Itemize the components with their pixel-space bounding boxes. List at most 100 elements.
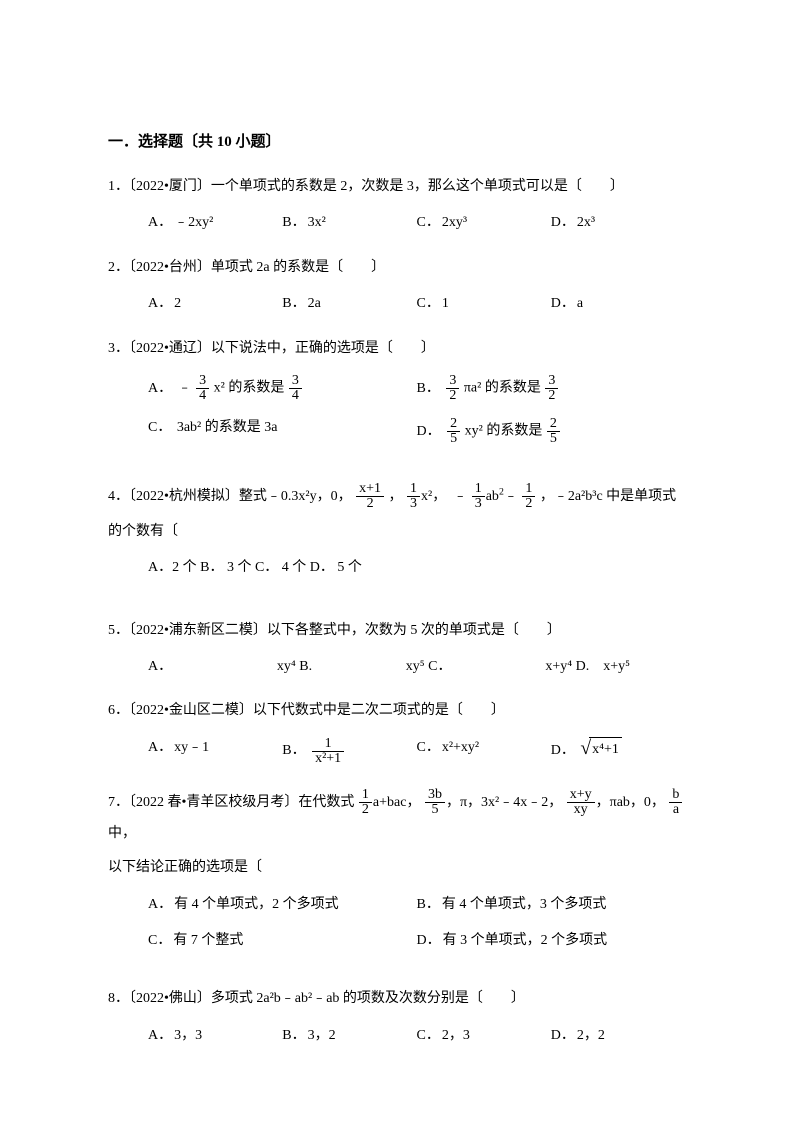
option-d: x+y⁴ D. x+y⁵ [545, 656, 685, 678]
opt-text: x+y⁴ [545, 659, 572, 674]
question-text: 1．〔2022•厦门〕一个单项式的系数是 2，次数是 3，那么这个单项式可以是〔… [108, 176, 685, 198]
opt-label: C． [417, 740, 440, 755]
question-1: 1．〔2022•厦门〕一个单项式的系数是 2，次数是 3，那么这个单项式可以是〔… [108, 176, 685, 235]
option-d: D．有 3 个单项式，2 个多项式 [417, 930, 686, 952]
options-inline: A．2 个 B． 3 个 C． 4 个 D． 5 个 [108, 557, 685, 579]
options: A．3，3 B．3，2 C．2，3 D．2，2 [108, 1025, 685, 1047]
opt-text: 2，3 [442, 1028, 470, 1043]
frac-num: 3 [289, 374, 302, 388]
q-body: 〔2022•浦东新区二模〕以下各整式中，次数为 5 次的单项式是〔 〕 [129, 623, 561, 638]
frac-num: 2 [547, 417, 560, 431]
frac-den: 4 [289, 388, 302, 403]
opt-label: B． [282, 296, 305, 311]
opt-text: 2a [308, 296, 321, 311]
option-b: B．3x² [282, 212, 416, 234]
frac-num: 1 [312, 737, 344, 751]
question-text: 5．〔2022•浦东新区二模〕以下各整式中，次数为 5 次的单项式是〔 〕 [108, 620, 685, 642]
question-text: 7．〔2022 春•青羊区校级月考〕在代数式 12a+bac， 3b5，π，3x… [108, 788, 685, 850]
question-7: 7．〔2022 春•青羊区校级月考〕在代数式 12a+bac， 3b5，π，3x… [108, 788, 685, 967]
fraction: 3b5 [425, 788, 445, 817]
sep: ，π，3x²﹣4x﹣2， [446, 795, 562, 810]
opt-label: D． [551, 1028, 575, 1043]
options-row-1: A．有 4 个单项式，2 个多项式 B．有 4 个单项式，3 个多项式 [108, 894, 685, 930]
option-d: D．a [551, 293, 685, 315]
opt-label: A． [148, 215, 172, 230]
opt-text: 3x² [308, 215, 326, 230]
frac-den: 5 [425, 802, 445, 817]
opt-text: x+y⁵ [603, 659, 630, 674]
q-body: 〔2022•金山区二模〕以下代数式中是二次二项式的是〔 〕 [129, 703, 505, 718]
opt-label: A． [148, 740, 172, 755]
opt-label: B． [417, 381, 440, 396]
opt-label: C． [417, 1028, 440, 1043]
frac-num: 3b [425, 788, 445, 802]
fraction: ba [669, 788, 682, 817]
opt-label: A． [148, 296, 172, 311]
option-a: A．﹣2xy² [148, 212, 282, 234]
opt-mid: x² 的系数是 [214, 381, 285, 396]
opt-label: B． [282, 1028, 305, 1043]
opt-text: 有 3 个单项式，2 个多项式 [443, 933, 608, 948]
opt-text: 有 4 个单项式，2 个多项式 [174, 897, 339, 912]
fraction: 12 [359, 788, 372, 817]
question-5: 5．〔2022•浦东新区二模〕以下各整式中，次数为 5 次的单项式是〔 〕 A．… [108, 620, 685, 679]
frac-den: 3 [407, 496, 420, 511]
section-title: 一．选择题〔共 10 小题〕 [108, 130, 685, 154]
q-num: 6 [108, 703, 115, 718]
option-a: A． ﹣ 34 x² 的系数是 34 [148, 374, 417, 403]
tail: 中， [108, 826, 136, 841]
opt-text: 2 [174, 296, 181, 311]
opt-label: D． [417, 424, 441, 439]
q-body: 〔2022•通辽〕以下说法中，正确的选项是〔 〕 [129, 341, 435, 356]
q-body: 〔2022•厦门〕一个单项式的系数是 2，次数是 3，那么这个单项式可以是〔 〕 [129, 179, 624, 194]
question-text: 6．〔2022•金山区二模〕以下代数式中是二次二项式的是〔 〕 [108, 700, 685, 722]
q-body: 〔2022•台州〕单项式 2a 的系数是〔 〕 [129, 260, 385, 275]
fraction: 1x²+1 [312, 737, 344, 766]
tail2: ，﹣2a²b³c 中是单项式 [540, 489, 676, 504]
opt-pre: ﹣ [178, 381, 192, 396]
fraction: 13 [407, 482, 420, 511]
fraction: 34 [289, 374, 302, 403]
opt-text: x²+xy² [442, 740, 479, 755]
option-c: C．1 [417, 293, 551, 315]
opt-label: A． [148, 1028, 172, 1043]
opt-text: xy⁴ [277, 659, 296, 674]
frac-den: 2 [356, 496, 384, 511]
option-c: C．2xy³ [417, 212, 551, 234]
frac-den: 2 [545, 388, 558, 403]
frac-num: 3 [446, 374, 459, 388]
option-c: C．有 7 个整式 [148, 930, 417, 952]
opt-label: B． [417, 897, 440, 912]
question-2: 2．〔2022•台州〕单项式 2a 的系数是〔 〕 A．2 B．2a C．1 D… [108, 257, 685, 316]
opt-label: C． [148, 420, 171, 435]
fraction: 32 [545, 374, 558, 403]
opt-text: a [577, 296, 583, 311]
question-4: 4．〔2022•杭州模拟〕整式﹣0.3x²y，0， x+12 ， 13x²， ﹣… [108, 482, 685, 580]
opt-label: C． [417, 215, 440, 230]
frac-den: 5 [447, 431, 460, 446]
math: ab [486, 489, 499, 504]
opt-text: 2，2 [577, 1028, 605, 1043]
q-body: 〔2022•佛山〕多项式 2a²b﹣ab²﹣ab 的项数及次数分别是〔 〕 [129, 991, 525, 1006]
frac-num: 1 [522, 482, 535, 496]
frac-den: 3 [472, 496, 485, 511]
fraction: x+yxy [567, 788, 595, 817]
question-text: 3．〔2022•通辽〕以下说法中，正确的选项是〔 〕 [108, 338, 685, 360]
opt-label: C． [428, 659, 451, 674]
opt-label: D． [551, 743, 575, 758]
q-pre: 〔2022•杭州模拟〕整式﹣0.3x²y，0， [129, 489, 352, 504]
question-text-cont: 以下结论正确的选项是〔 [108, 857, 685, 879]
opt-label: D． [417, 933, 441, 948]
frac-den: 2 [359, 802, 372, 817]
options: A．﹣2xy² B．3x² C．2xy³ D．2x³ [108, 212, 685, 234]
sep: ，πab，0， [596, 795, 665, 810]
opt-text: 2xy³ [442, 215, 467, 230]
opt-text: 2x³ [577, 215, 595, 230]
frac-num: 1 [472, 482, 485, 496]
option-a: A．3，3 [148, 1025, 282, 1047]
frac-num: 1 [407, 482, 420, 496]
frac-den: 2 [446, 388, 459, 403]
frac-den: 4 [196, 388, 209, 403]
option-b: B．有 4 个单项式，3 个多项式 [417, 894, 686, 916]
fraction: 12 [522, 482, 535, 511]
